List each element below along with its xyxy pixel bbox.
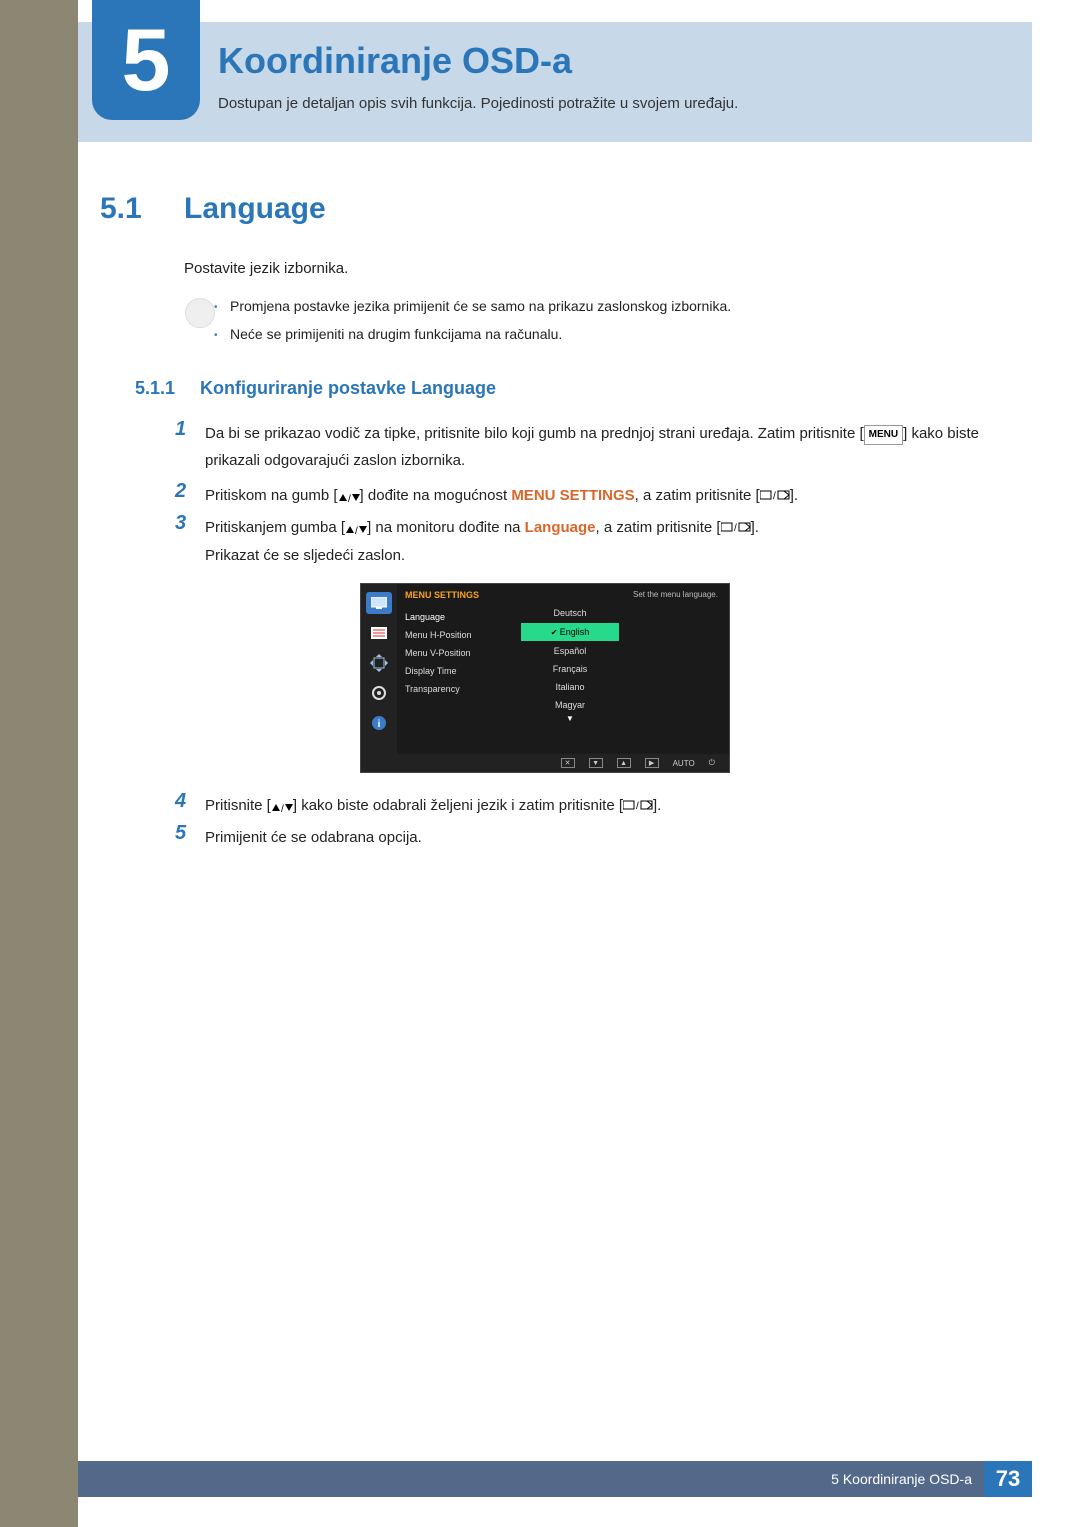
osd-right-icon: ▶ <box>645 758 659 768</box>
osd-lang-option: Français <box>515 660 625 678</box>
svg-text:/: / <box>348 494 351 503</box>
svg-text:/: / <box>281 804 284 813</box>
step-1-text: Da bi se prikazao vodič za tipke, pritis… <box>205 420 995 474</box>
menu-settings-label: MENU SETTINGS <box>511 487 634 504</box>
sidebar-stripe <box>0 0 78 1527</box>
osd-power-icon: ⏻ <box>709 758 715 768</box>
footer-text: 5 Koordiniranje OSD-a <box>831 1471 972 1487</box>
section-number: 5.1 <box>100 192 142 226</box>
osd-lang-option: Magyar <box>515 696 625 714</box>
bullet-1: Promjena postavke jezika primijenit će s… <box>230 298 990 314</box>
chapter-subtitle: Dostupan je detaljan opis svih funkcija.… <box>218 95 738 112</box>
osd-down-icon: ▼ <box>589 758 603 768</box>
step-3-number: 3 <box>175 512 186 535</box>
svg-text:i: i <box>378 719 381 730</box>
osd-up-icon: ▲ <box>617 758 631 768</box>
chevron-down-icon: ▼ <box>515 714 625 723</box>
language-label: Language <box>525 519 596 536</box>
osd-language-column: Deutsch English Español Français Italian… <box>515 584 625 754</box>
step-4-number: 4 <box>175 790 186 813</box>
confirm-icon: / <box>623 793 653 820</box>
osd-lang-option-selected: English <box>521 623 619 641</box>
osd-menu-item: Display Time <box>405 662 507 680</box>
page-number: 73 <box>984 1461 1032 1497</box>
svg-text:/: / <box>773 491 776 501</box>
osd-list-icon <box>366 622 392 644</box>
subsection-number: 5.1.1 <box>135 378 175 399</box>
osd-menu-item: Menu V-Position <box>405 644 507 662</box>
osd-info-icon: i <box>366 712 392 734</box>
osd-icon-column: i <box>361 584 397 754</box>
step-2-number: 2 <box>175 480 186 503</box>
osd-picture-icon <box>366 592 392 614</box>
chapter-number-badge: 5 <box>92 0 200 120</box>
bullet-2: Neće se primijeniti na drugim funkcijama… <box>230 326 990 342</box>
osd-menu-item: Menu H-Position <box>405 626 507 644</box>
up-down-icon: / <box>271 793 293 820</box>
svg-text:/: / <box>734 523 737 533</box>
osd-bottom-bar: ✕ ▼ ▲ ▶ AUTO ⏻ <box>361 754 729 772</box>
osd-lang-option: Deutsch <box>515 604 625 622</box>
svg-text:/: / <box>355 526 358 535</box>
step-1-number: 1 <box>175 418 186 441</box>
up-down-icon: / <box>338 483 360 510</box>
up-down-icon: / <box>345 515 367 542</box>
osd-lang-option: Español <box>515 642 625 660</box>
step-5-text: Primijenit će se odabrana opcija. <box>205 824 995 851</box>
step-2-text: Pritiskom na gumb [/] dođite na mogućnos… <box>205 482 995 510</box>
osd-menu-column: MENU SETTINGS Language Menu H-Position M… <box>397 584 515 754</box>
osd-lang-option: Italiano <box>515 678 625 696</box>
osd-heading: MENU SETTINGS <box>405 590 507 600</box>
subsection-title: Konfiguriranje postavke Language <box>200 378 496 399</box>
confirm-icon: / <box>760 483 790 510</box>
osd-position-icon <box>366 652 392 674</box>
footer-band: 5 Koordiniranje OSD-a 73 <box>78 1461 1032 1497</box>
osd-auto-label: AUTO <box>673 759 695 768</box>
osd-help-column: Set the menu language. <box>625 584 729 754</box>
step-5-number: 5 <box>175 822 186 845</box>
osd-gear-icon <box>366 682 392 704</box>
osd-menu-item: Language <box>405 608 507 626</box>
osd-menu-item: Transparency <box>405 680 507 698</box>
confirm-icon: / <box>721 515 751 542</box>
svg-text:/: / <box>636 801 639 811</box>
osd-screenshot: i MENU SETTINGS Language Menu H-Position… <box>360 583 730 773</box>
menu-label-icon: MENU <box>864 425 903 445</box>
note-icon <box>185 298 215 328</box>
section-intro: Postavite jezik izbornika. <box>184 258 984 281</box>
step-4-text: Pritisnite [/] kako biste odabrali želje… <box>205 792 995 820</box>
chapter-title: Koordiniranje OSD-a <box>218 40 572 82</box>
osd-close-icon: ✕ <box>561 758 575 768</box>
osd-help-text: Set the menu language. <box>633 590 721 599</box>
step-3-text: Pritiskanjem gumba [/] na monitoru dođit… <box>205 514 995 569</box>
section-title: Language <box>184 192 326 226</box>
